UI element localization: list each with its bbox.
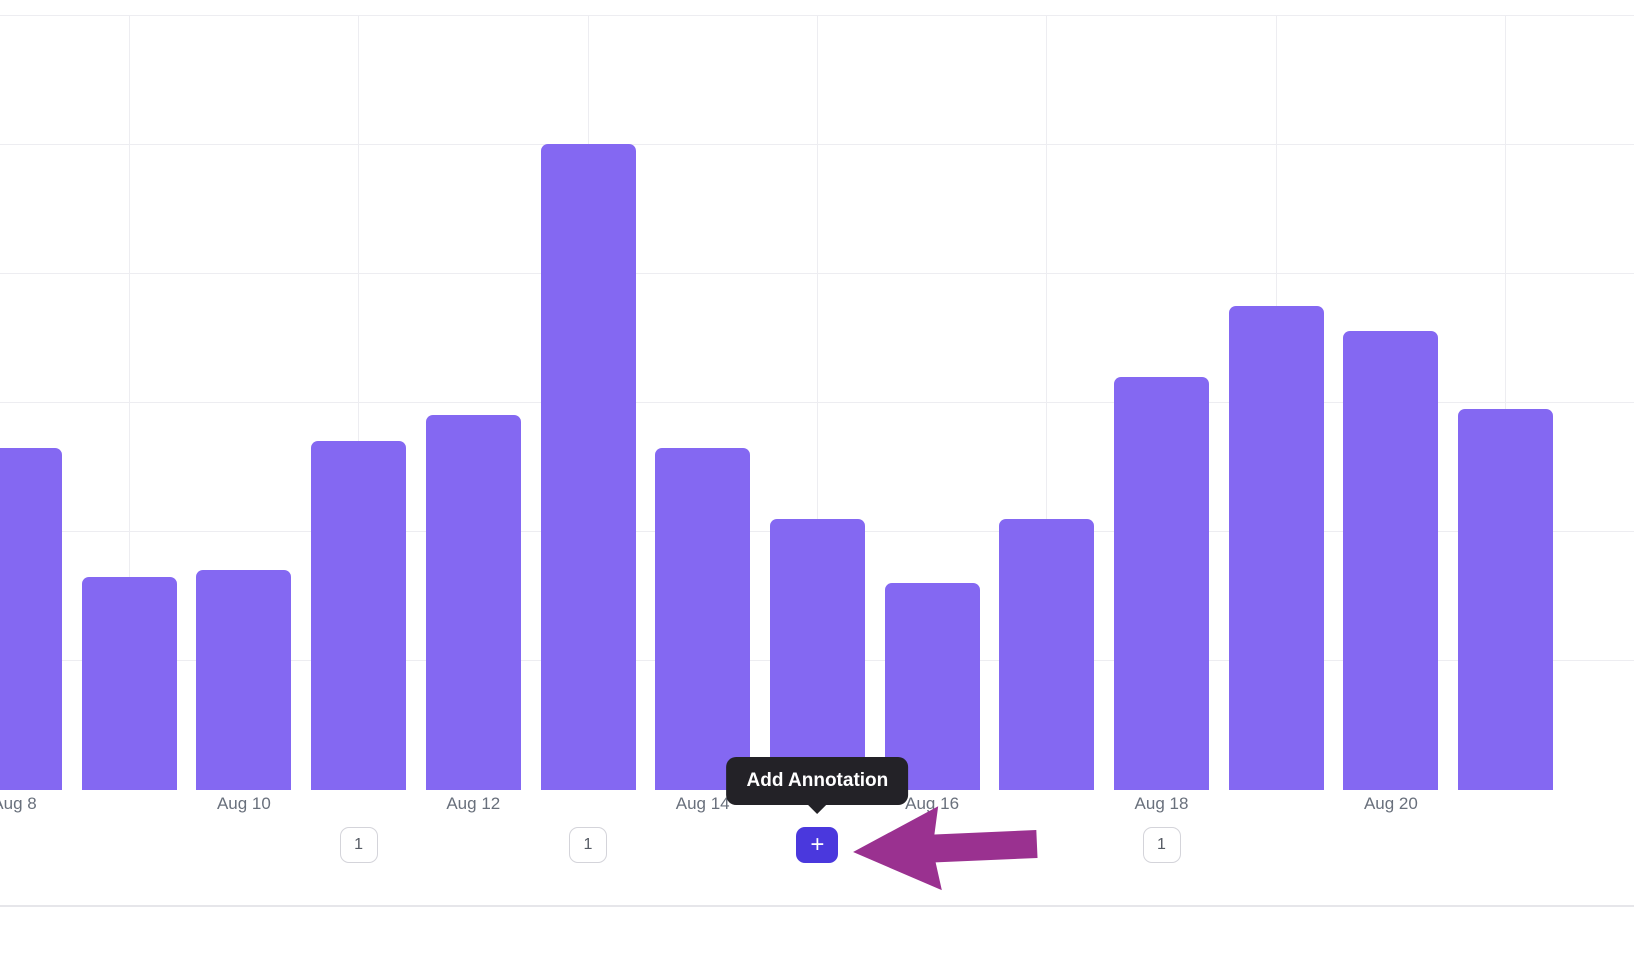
bar-aug-13[interactable]	[540, 144, 636, 790]
annotation-badge-aug-11[interactable]: 1	[339, 827, 378, 863]
bar-aug-21[interactable]	[1458, 408, 1554, 790]
x-tick-label: Aug 18	[1134, 794, 1189, 813]
bar-aug-10[interactable]	[196, 570, 292, 790]
vertical-gridline	[1046, 15, 1048, 790]
vertical-gridline	[358, 15, 360, 790]
bar-aug-20[interactable]	[1343, 331, 1439, 790]
annotation-badge-aug-18[interactable]: 1	[1142, 827, 1181, 863]
bar-aug-15[interactable]	[769, 518, 865, 790]
vertical-gridline	[1505, 15, 1507, 790]
x-tick-label: Aug 12	[446, 794, 501, 813]
bar-aug-17[interactable]	[999, 518, 1095, 790]
bar-aug-9[interactable]	[81, 576, 177, 790]
bar-aug-12[interactable]	[425, 415, 521, 790]
x-tick-label: Aug 8	[0, 794, 37, 813]
x-tick-label: Aug 20	[1363, 794, 1418, 813]
bar-aug-19[interactable]	[1228, 305, 1324, 790]
vertical-gridline	[128, 15, 130, 790]
x-tick-label: Aug 10	[216, 794, 271, 813]
vertical-gridline	[816, 15, 818, 790]
bar-aug-18[interactable]	[1114, 376, 1209, 790]
x-tick-label: Aug 14	[675, 794, 730, 813]
bottom-divider	[0, 905, 1634, 907]
bar-aug-16[interactable]	[884, 583, 980, 790]
tooltip-text: Add Annotation	[746, 770, 889, 791]
arrow-icon	[853, 806, 1038, 891]
add-annotation-tooltip: Add Annotation	[726, 757, 909, 814]
add-annotation-button[interactable]: +	[796, 827, 839, 863]
bar-aug-8[interactable]	[0, 447, 62, 790]
annotation-badge-aug-13[interactable]: 1	[569, 827, 607, 863]
bar-aug-11[interactable]	[311, 441, 407, 790]
bar-aug-14[interactable]	[655, 447, 751, 790]
